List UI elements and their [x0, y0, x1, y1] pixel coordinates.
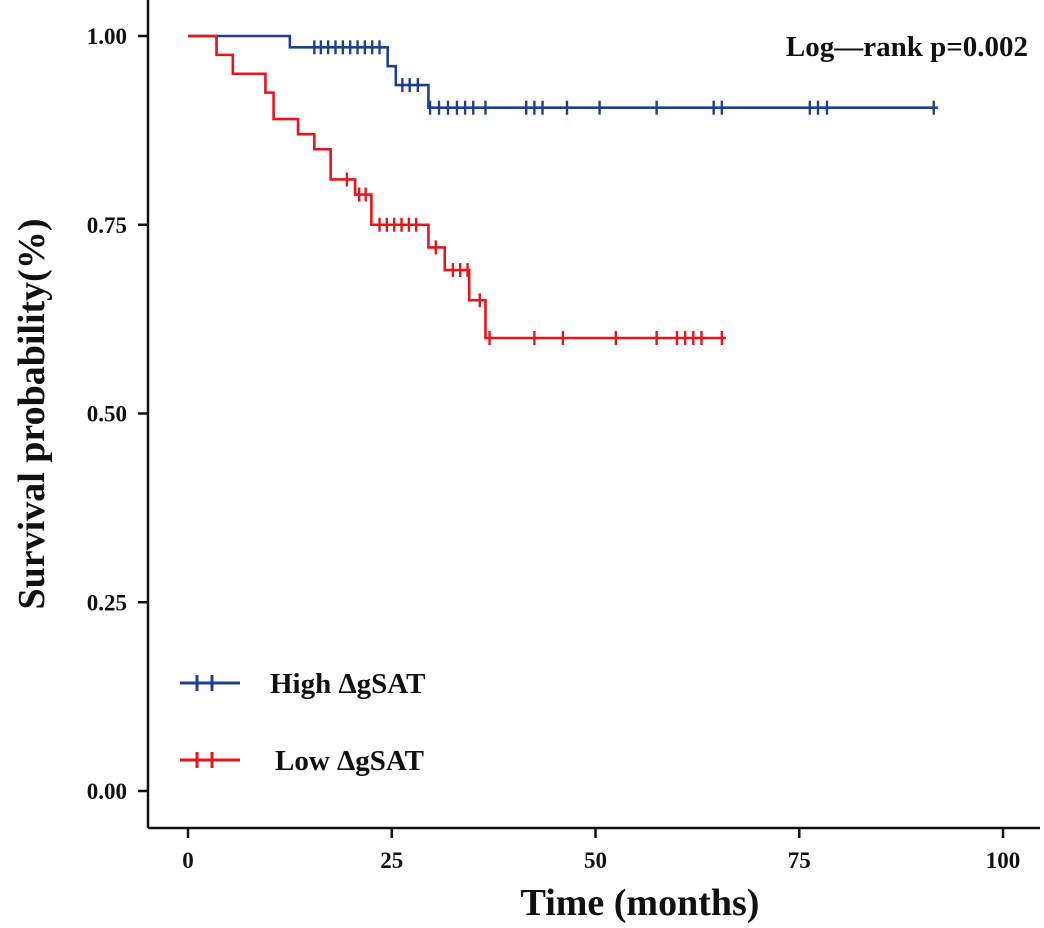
legend-item-low: Low ΔgSAT — [180, 745, 424, 777]
y-tick-label-0.75: 0.75 — [87, 213, 127, 238]
axes — [146, 0, 1040, 830]
y-tick-label-0.00: 0.00 — [87, 779, 127, 804]
x-tick-label-100: 100 — [986, 848, 1021, 873]
y-axis-title: Survival probability(%) — [11, 219, 53, 610]
legend-label-low: Low ΔgSAT — [275, 745, 424, 777]
survival-curve-high — [188, 34, 938, 110]
survival-curve-low — [188, 34, 726, 340]
axis-ticks: 0 25 50 75 100 0.00 0.25 0.50 0.75 1.00 — [87, 24, 1021, 873]
x-axis-title: Time (months) — [521, 882, 760, 924]
legend: High ΔgSAT Low ΔgSAT — [180, 668, 425, 777]
x-tick-label-75: 75 — [788, 848, 811, 873]
legend-item-high: High ΔgSAT — [180, 668, 425, 700]
x-tick-label-0: 0 — [182, 848, 194, 873]
annotation-logrank: Log—rank p=0.002 — [786, 31, 1028, 63]
legend-label-high: High ΔgSAT — [270, 668, 425, 700]
x-tick-label-25: 25 — [380, 848, 403, 873]
survival-curves — [188, 34, 938, 340]
y-tick-label-0.25: 0.25 — [87, 590, 127, 615]
censor-marks — [313, 40, 935, 345]
y-tick-label-1.00: 1.00 — [87, 24, 127, 49]
y-tick-label-0.50: 0.50 — [87, 402, 127, 427]
x-tick-label-50: 50 — [584, 848, 607, 873]
